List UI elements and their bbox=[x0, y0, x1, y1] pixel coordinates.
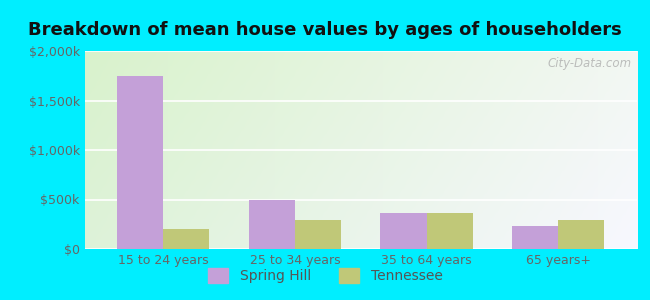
Text: Breakdown of mean house values by ages of householders: Breakdown of mean house values by ages o… bbox=[28, 21, 622, 39]
Legend: Spring Hill, Tennessee: Spring Hill, Tennessee bbox=[201, 261, 449, 290]
Bar bbox=[118, 76, 163, 249]
Bar bbox=[558, 220, 604, 249]
Bar bbox=[380, 213, 426, 249]
Bar bbox=[163, 229, 209, 249]
Bar bbox=[249, 200, 295, 249]
Bar bbox=[295, 220, 341, 249]
Bar bbox=[426, 213, 473, 249]
Text: City-Data.com: City-Data.com bbox=[547, 57, 632, 70]
Bar bbox=[512, 226, 558, 249]
